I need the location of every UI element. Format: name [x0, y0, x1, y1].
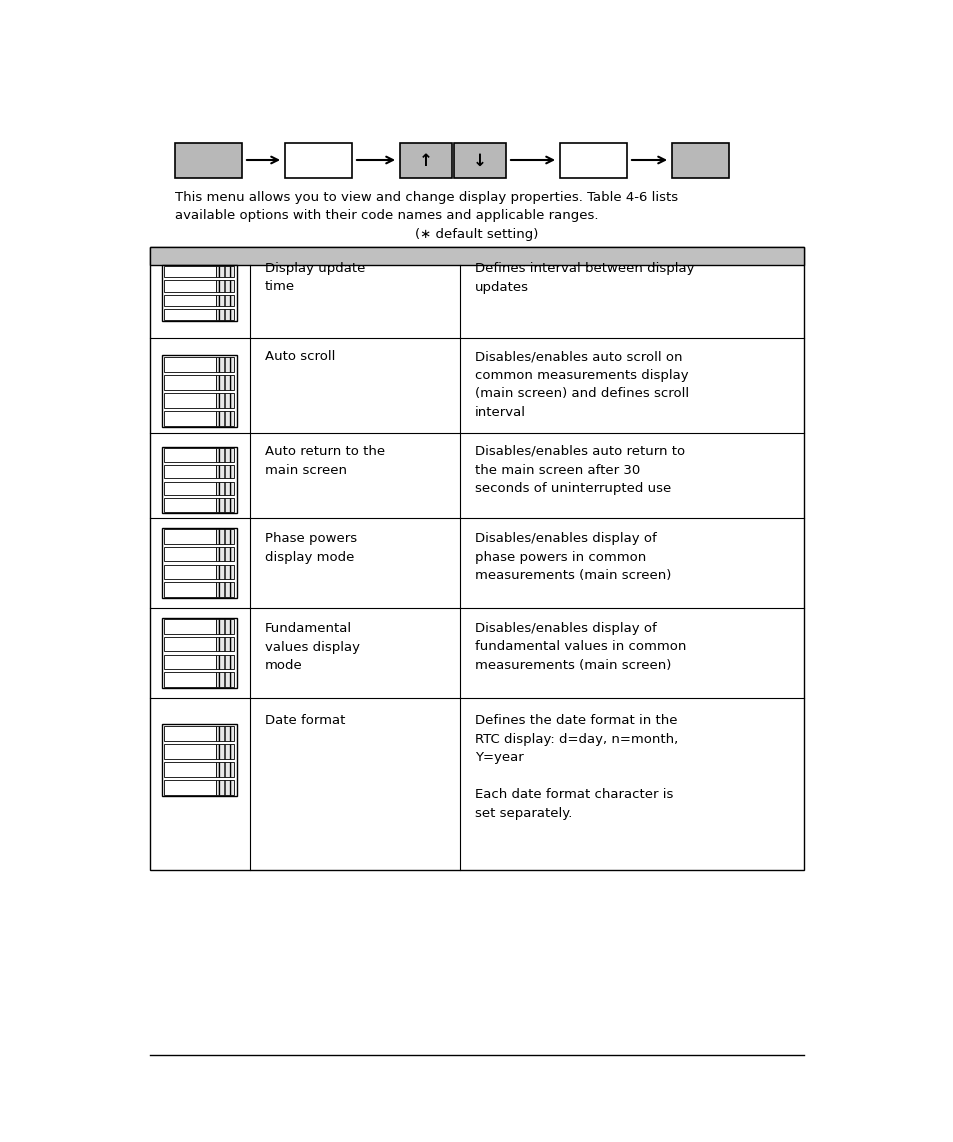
Bar: [164, 619, 215, 634]
Bar: [215, 654, 234, 669]
Bar: [164, 582, 215, 596]
Bar: [162, 528, 237, 598]
Bar: [164, 465, 215, 478]
Bar: [164, 375, 215, 389]
Bar: [164, 498, 215, 512]
Bar: [164, 547, 215, 562]
Bar: [164, 637, 215, 651]
Bar: [162, 355, 237, 427]
Bar: [164, 530, 215, 544]
Bar: [164, 564, 215, 579]
Text: (∗ default setting): (∗ default setting): [415, 228, 538, 241]
Bar: [164, 266, 215, 278]
Bar: [215, 449, 234, 461]
Bar: [162, 447, 237, 513]
Bar: [215, 465, 234, 478]
Text: Disables/enables auto scroll on
common measurements display
(main screen) and de: Disables/enables auto scroll on common m…: [475, 349, 688, 418]
Bar: [215, 582, 234, 596]
Bar: [150, 247, 803, 265]
Bar: [164, 654, 215, 669]
Bar: [164, 410, 215, 426]
Text: Defines interval between display
updates: Defines interval between display updates: [475, 262, 694, 293]
Text: Display update
time: Display update time: [265, 262, 365, 293]
Bar: [215, 637, 234, 651]
Text: ↑: ↑: [418, 152, 433, 169]
Text: Date format: Date format: [265, 714, 345, 727]
Bar: [215, 280, 234, 291]
Bar: [174, 143, 242, 178]
Bar: [164, 725, 215, 740]
Bar: [164, 671, 215, 686]
Bar: [215, 266, 234, 278]
Bar: [164, 449, 215, 461]
Bar: [399, 143, 452, 178]
Bar: [215, 482, 234, 496]
Text: This menu allows you to view and change display properties. Table 4-6 lists
avai: This menu allows you to view and change …: [174, 191, 678, 223]
Bar: [164, 280, 215, 291]
Bar: [215, 356, 234, 371]
Text: Disables/enables auto return to
the main screen after 30
seconds of uninterrupte: Disables/enables auto return to the main…: [475, 445, 684, 494]
Bar: [164, 356, 215, 371]
Bar: [162, 265, 237, 321]
Text: ↓: ↓: [473, 152, 486, 169]
Bar: [215, 780, 234, 795]
Bar: [215, 498, 234, 512]
Bar: [215, 410, 234, 426]
Bar: [162, 618, 237, 689]
Bar: [285, 143, 352, 178]
Text: Disables/enables display of
fundamental values in common
measurements (main scre: Disables/enables display of fundamental …: [475, 622, 685, 671]
Bar: [150, 247, 803, 870]
Bar: [164, 308, 215, 320]
Text: Phase powers
display mode: Phase powers display mode: [265, 532, 356, 563]
Bar: [164, 762, 215, 777]
Bar: [215, 530, 234, 544]
Bar: [164, 743, 215, 758]
Bar: [215, 564, 234, 579]
Bar: [162, 724, 237, 796]
Bar: [215, 619, 234, 634]
Bar: [215, 671, 234, 686]
Text: Fundamental
values display
mode: Fundamental values display mode: [265, 622, 359, 671]
Text: Defines the date format in the
RTC display: d=day, n=month,
Y=year

Each date fo: Defines the date format in the RTC displ…: [475, 714, 678, 820]
Bar: [215, 295, 234, 306]
Text: Auto return to the
main screen: Auto return to the main screen: [265, 445, 385, 476]
Bar: [215, 375, 234, 389]
Bar: [215, 308, 234, 320]
Bar: [215, 725, 234, 740]
Bar: [454, 143, 505, 178]
Bar: [559, 143, 626, 178]
Bar: [164, 780, 215, 795]
Text: Disables/enables display of
phase powers in common
measurements (main screen): Disables/enables display of phase powers…: [475, 532, 671, 582]
Bar: [671, 143, 728, 178]
Bar: [164, 393, 215, 408]
Bar: [150, 247, 803, 265]
Text: Auto scroll: Auto scroll: [265, 349, 335, 363]
Bar: [215, 762, 234, 777]
Bar: [215, 547, 234, 562]
Bar: [164, 482, 215, 496]
Bar: [215, 393, 234, 408]
Bar: [215, 743, 234, 758]
Bar: [164, 295, 215, 306]
